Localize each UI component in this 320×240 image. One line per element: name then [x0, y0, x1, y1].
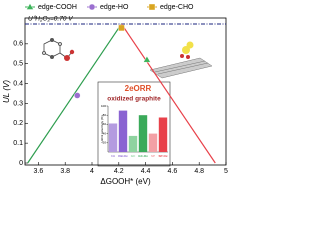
- volcano-line: [27, 23, 122, 164]
- y-axis-title: UL (V): [2, 80, 11, 103]
- inset-y-tick-label: 20: [103, 141, 107, 145]
- inset-x-tick-label: SP: [151, 154, 155, 158]
- legend-marker: [26, 3, 34, 10]
- inset-y-tick-label: 80: [103, 113, 107, 117]
- volcano-line: [120, 23, 216, 164]
- marker: [118, 24, 125, 32]
- legend-label: edge-CHO: [160, 4, 194, 11]
- x-tick-label: 4.6: [168, 168, 178, 175]
- y-tick-label: 0.1: [13, 140, 23, 147]
- inset-y-tick-label: 60: [103, 122, 107, 126]
- annotation: 2eORR: [125, 84, 152, 93]
- x-tick-label: 5: [224, 168, 228, 175]
- legend-label: edge-HO: [100, 4, 129, 11]
- molecule-illustration: [42, 38, 75, 61]
- bar: [118, 110, 128, 152]
- y-tick-label: 0.3: [13, 100, 23, 107]
- bar: [158, 117, 168, 152]
- bar: [128, 135, 138, 152]
- x-tick-label: 4.8: [194, 168, 204, 175]
- plot-frame: [24, 17, 227, 166]
- bar: [108, 123, 118, 152]
- y-tick-label: 0: [19, 160, 23, 167]
- y-tick-label: 0.4: [13, 80, 23, 87]
- inset-x-tick-label: KB: [111, 154, 116, 158]
- inset-y-tick-label: 100: [101, 104, 106, 108]
- legend-marker: [88, 3, 96, 11]
- x-tick-label: 4: [90, 168, 94, 175]
- bar: [148, 133, 158, 152]
- bar: [138, 115, 148, 152]
- reference-label: U⁰H₂O₂=0.70 V: [28, 16, 73, 23]
- inset-x-tick-label: GC: [131, 154, 136, 158]
- x-axis-title: ΔGOOH* (eV): [100, 177, 151, 186]
- x-tick-label: 4.4: [141, 168, 151, 175]
- inset-y-tick-label: 40: [103, 131, 107, 135]
- y-tick-label: 0.6: [13, 41, 23, 48]
- inset-x-tick-label: SP-Ox: [158, 154, 167, 158]
- annotation: oxidized graphite: [107, 96, 161, 103]
- legend-label: edge-COOH: [38, 4, 77, 11]
- inset-y-axis-title: H2O2 selectivity (%): [100, 115, 104, 142]
- inset-x-tick-label: KB-Ox: [118, 154, 128, 158]
- x-tick-label: 3.8: [60, 168, 70, 175]
- inset-x-tick-label: GC-Ox: [138, 154, 148, 158]
- graphene-illustration: [149, 41, 213, 79]
- y-tick-label: 0.2: [13, 120, 23, 127]
- x-tick-label: 4.2: [114, 168, 124, 175]
- figure: 2eORR oxidized graphite 3.6 3.8 4 4.2 4.4 4.6…: [2, 3, 229, 187]
- marker: [143, 55, 151, 63]
- x-tick-label: 3.6: [34, 168, 44, 175]
- y-tick-label: 0.5: [13, 61, 23, 68]
- marker: [74, 92, 81, 99]
- legend-marker: [148, 3, 156, 11]
